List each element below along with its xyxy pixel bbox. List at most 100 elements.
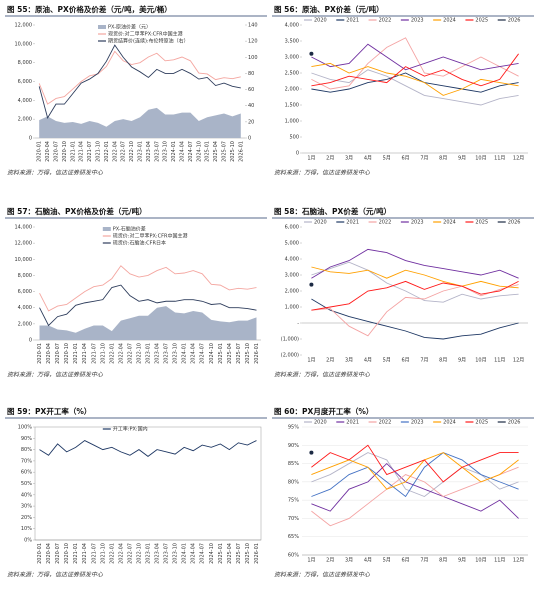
x-tick-label: 8月 — [439, 156, 447, 162]
x-tick-label: 9月 — [458, 156, 466, 162]
x-tick-label: 2025-10 — [245, 343, 251, 364]
legend-label: 2024 — [443, 420, 456, 426]
x-tick-label: 2021-07 — [91, 543, 97, 564]
x-tick-label: 7月 — [420, 558, 428, 564]
y-tick-label: 3,000 — [285, 55, 299, 61]
y-tick-label: 1,000 — [285, 119, 299, 125]
line — [311, 284, 519, 337]
y-tick-label: 1,000 — [285, 305, 299, 311]
x-tick-label: 2020-10 — [64, 343, 70, 364]
x-tick-label: 2024-07 — [200, 343, 206, 364]
y-tick-label: 80% — [288, 479, 299, 485]
legend-label: 现货价:石脑油:CFR日本 — [113, 240, 166, 247]
x-tick-label: 2025-10 — [230, 141, 236, 162]
legend-label: 现货价:对二甲苯PX:CFR中国主港 — [113, 233, 188, 240]
line — [311, 266, 519, 289]
line — [311, 298, 519, 340]
point — [309, 51, 314, 56]
x-tick-label: 2022-10 — [129, 141, 135, 162]
y-tick-label: 0 — [29, 338, 32, 344]
y-tick-label: 6,000 — [285, 225, 299, 231]
y-tick-label: 10,000 — [15, 257, 33, 263]
source-note: 资料来源：万得，信达证券研发中心 — [7, 169, 104, 177]
x-tick-label: 2022-04 — [118, 543, 124, 564]
y-tick-label: 8,000 — [18, 273, 32, 279]
x-tick-label: 2020-07 — [55, 343, 61, 364]
x-tick-label: 10月 — [475, 558, 486, 564]
x-tick-label: 2023-04 — [146, 141, 152, 162]
x-tick-label: 2022-01 — [109, 343, 115, 364]
x-tick-label: 2023-10 — [173, 343, 179, 364]
y-tick-label: 10% — [21, 526, 32, 532]
x-tick-label: 2025-07 — [236, 543, 242, 564]
x-tick-label: 2024-04 — [180, 141, 186, 162]
x-tick-label: 2021-01 — [70, 141, 76, 162]
x-tick-label: 2月 — [326, 558, 334, 564]
y-tick-label: 1,500 — [285, 103, 299, 109]
x-tick-label: 2021-04 — [82, 543, 88, 564]
y-tick-label: 4,000 — [18, 98, 32, 104]
x-tick-label: 3月 — [345, 558, 353, 564]
x-tick-label: 2022-07 — [127, 543, 133, 564]
legend-label: 2026 — [508, 420, 521, 426]
point — [309, 450, 314, 455]
x-tick-label: 2022-07 — [121, 141, 127, 162]
x-tick-label: 2020-04 — [45, 141, 51, 162]
x-tick-label: 2024-10 — [209, 343, 215, 364]
y-tick-label: 20% — [21, 515, 32, 521]
y-tick-label: 3,500 — [285, 39, 299, 45]
x-tick-label: 4月 — [364, 558, 372, 564]
legend-label: 开工率:PX:国内 — [113, 426, 148, 433]
legend-label: 2023 — [411, 420, 424, 426]
x-tick-label: 11月 — [494, 558, 505, 564]
line — [311, 261, 519, 303]
y-tick-label: 3,000 — [285, 273, 299, 279]
x-tick-label: 2025-07 — [222, 141, 228, 162]
y-tick-label: 2,500 — [285, 71, 299, 77]
x-tick-label: 2023-01 — [138, 141, 144, 162]
x-tick-label: 2024-04 — [191, 543, 197, 564]
x-tick-label: 2月 — [326, 156, 334, 162]
x-tick-label: 7月 — [420, 156, 428, 162]
legend-label: 2024 — [443, 18, 456, 24]
y-tick-label: 4,000 — [285, 23, 299, 29]
legend-label: 2023 — [411, 220, 424, 226]
line — [39, 265, 257, 312]
y-tick-label: 60% — [288, 553, 299, 559]
line — [311, 280, 519, 311]
x-tick-label: 2024-07 — [188, 141, 194, 162]
y-tick-label: 4,000 — [285, 257, 299, 263]
source-note: 资料来源：万得，信达证券研发中心 — [7, 371, 104, 379]
x-tick-label: 2023-07 — [154, 141, 160, 162]
x-tick-label: 11月 — [494, 358, 505, 364]
x-tick-label: 8月 — [439, 558, 447, 564]
chart-title: 图 60：PX月度开工率（%） — [274, 406, 373, 416]
x-tick-label: 2024-01 — [182, 543, 188, 564]
line — [38, 50, 241, 105]
line — [39, 440, 257, 457]
y-tick-label: 95% — [288, 425, 299, 431]
y-tick-label: 2,000 — [18, 321, 32, 327]
x-tick-label: 2024-04 — [191, 343, 197, 364]
x-tick-label: 1月 — [307, 558, 315, 564]
x-tick-label: 12月 — [513, 558, 524, 564]
x-tick-label: 2025-01 — [218, 343, 224, 364]
x-tick-label: 2022-01 — [109, 543, 115, 564]
x-tick-label: 6月 — [401, 156, 409, 162]
y-tick-label: 90% — [21, 436, 32, 442]
x-tick-label: 6月 — [401, 358, 409, 364]
legend-label: 2020 — [314, 420, 327, 426]
y-tick-label: 6,000 — [18, 79, 32, 85]
x-tick-label: 2024-10 — [196, 141, 202, 162]
x-tick-label: 10月 — [475, 156, 486, 162]
chart-title: 图 55：原油、PX价格及价差（元/吨，美元/桶） — [7, 4, 172, 14]
y2-tick-label: 60 — [248, 87, 254, 93]
x-tick-label: 2024-10 — [209, 543, 215, 564]
y-tick-label: 5,000 — [285, 241, 299, 247]
y-tick-label: 2,000 — [285, 87, 299, 93]
y-tick-label: 10,000 — [15, 41, 33, 47]
legend-label: PX-原油价差（元） — [108, 24, 151, 31]
x-tick-label: 3月 — [345, 156, 353, 162]
x-tick-label: 10月 — [475, 358, 486, 364]
line — [311, 444, 519, 483]
